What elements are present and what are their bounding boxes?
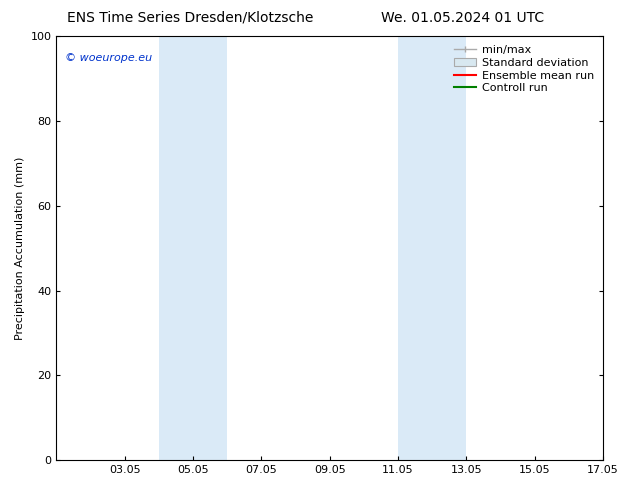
Y-axis label: Precipitation Accumulation (mm): Precipitation Accumulation (mm)	[15, 156, 25, 340]
Bar	[159, 36, 227, 460]
Text: We. 01.05.2024 01 UTC: We. 01.05.2024 01 UTC	[381, 11, 545, 25]
Bar	[398, 36, 467, 460]
Legend: min/max, Standard deviation, Ensemble mean run, Controll run: min/max, Standard deviation, Ensemble me…	[451, 42, 598, 97]
Text: ENS Time Series Dresden/Klotzsche: ENS Time Series Dresden/Klotzsche	[67, 11, 313, 25]
Text: © woeurope.eu: © woeurope.eu	[65, 53, 152, 63]
